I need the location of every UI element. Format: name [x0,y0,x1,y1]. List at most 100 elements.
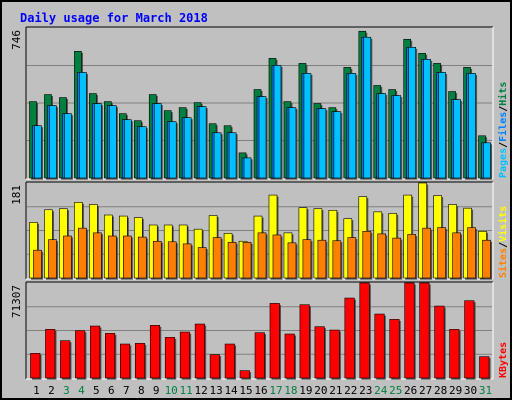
x-tick-label: 12 [195,384,208,397]
x-tick-label: 13 [209,384,222,397]
x-tick-label: 4 [78,384,85,397]
sites-bar [182,243,192,279]
kbytes-ymax-label: 71307 [10,285,23,318]
kbytes-bar [60,340,71,379]
kbytes-bar [314,326,325,379]
legend-item-pages: Pages [498,148,509,178]
sites-bar [227,242,237,279]
sites-bar [437,227,446,279]
pages-bar [79,72,87,179]
sites-bar [167,241,177,279]
sites-bar [33,249,42,279]
pages-bar [124,119,132,179]
legend-separator: / [498,106,509,112]
kbytes-bar [359,282,370,379]
pages-bar [333,111,342,179]
pages-bar [438,72,446,179]
kbytes-bar [149,325,161,379]
kbytes-bar [120,343,131,379]
kbytes-bar [299,304,310,379]
kbytes-bar [164,337,176,379]
pages-bar [288,107,297,179]
pages-bar [138,126,147,179]
sites-bar [317,239,327,279]
x-tick-label: 5 [93,384,100,397]
sites-bar [152,240,162,279]
kbytes-bar [329,329,340,379]
x-tick-label: 11 [180,384,193,397]
x-tick-label: 7 [123,384,130,397]
pages-bar [453,99,461,179]
x-tick-label: 24 [374,384,388,397]
pages-bar [153,103,162,179]
sites-bar [287,242,297,279]
pages-bar [198,106,207,179]
x-tick-label: 2 [48,384,55,397]
legend-item-files: Files [497,112,509,142]
x-tick-label: 25 [389,384,402,397]
x-tick-label: 22 [344,384,357,397]
legend-item-sites: Sites [497,248,509,278]
sites-bar [137,236,147,279]
kbytes-bar [105,333,116,379]
sites-bar [63,235,72,279]
sites-bar [482,239,491,279]
pages-bar [363,36,372,179]
sites-bar [377,233,387,279]
legend-separator: / [498,242,509,248]
sites-bar [108,235,117,279]
x-tick-label: 10 [165,384,178,397]
sites-bar [272,234,282,279]
kbytes-bar [344,297,355,379]
pages-bar [258,96,267,179]
sites-bar [332,240,342,279]
kbytes-bar [30,353,41,379]
pages-bar [348,73,357,179]
x-tick-label: 8 [138,384,145,397]
x-tick-label: 27 [419,384,432,397]
x-tick-label: 14 [224,384,238,397]
hits-files-pages-legend: Pages/Files/Hits [497,82,509,178]
sites-bar [422,227,431,279]
kbytes-bar [449,329,460,379]
sites-bar [467,227,476,279]
hits-files-pages-ymax-label: 746 [10,30,23,50]
pages-bar [94,103,102,179]
kbytes-bar [464,300,475,379]
x-tick-label: 28 [434,384,447,397]
kbytes-bar [404,282,415,379]
legend-item-visits: Visits [497,206,509,242]
sites-bar [93,232,102,279]
kbytes-bar [254,332,265,379]
sites-bar [452,232,461,279]
legend-item-hits: Hits [497,82,509,106]
x-tick-label: 26 [404,384,417,397]
x-tick-label: 30 [464,384,477,397]
x-tick-label: 3 [63,384,70,397]
x-tick-label: 19 [299,384,312,397]
pages-bar [49,105,57,179]
x-tick-label: 15 [239,384,252,397]
sites-bar [392,237,402,279]
kbytes-bar [179,331,190,379]
x-tick-label: 6 [108,384,115,397]
legend-item-kbytes: KBytes [498,342,509,378]
pages-bar [168,121,177,179]
chart-title: Daily usage for March 2018 [20,11,208,25]
pages-bar [468,73,476,179]
sites-bar [302,239,312,279]
kbytes-bar [269,303,280,379]
kbytes-bar [45,329,56,379]
kbytes-bar [374,313,385,379]
kbytes-bar [389,319,400,379]
sites-bar [347,237,357,279]
sites-bar [48,239,57,279]
pages-bar [213,132,222,179]
x-tick-label: 1 [33,384,40,397]
pages-bar [378,93,387,179]
pages-bar [303,73,312,179]
kbytes-bar [209,354,220,379]
kbytes-bar [239,370,250,379]
